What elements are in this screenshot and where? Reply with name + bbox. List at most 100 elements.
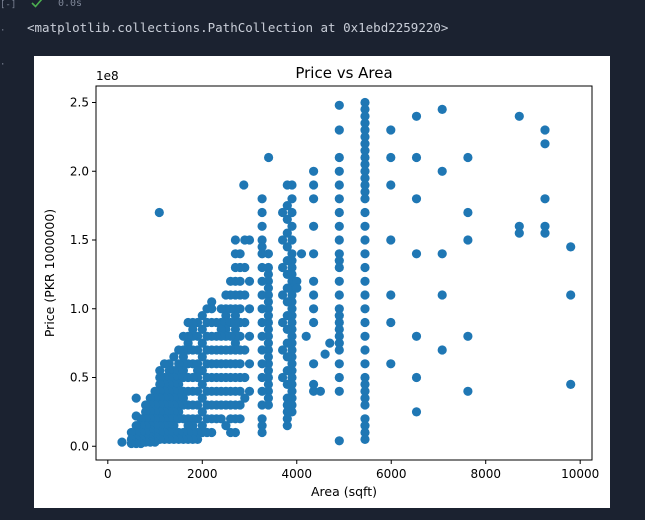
scatter-point xyxy=(202,400,212,410)
scatter-point xyxy=(463,235,473,245)
scatter-point xyxy=(197,421,207,431)
scatter-point xyxy=(263,338,273,348)
y-tick-label: 0.5 xyxy=(70,371,89,385)
scatter-point xyxy=(221,421,231,431)
y-tick-label: 1.5 xyxy=(70,233,89,247)
scatter-point xyxy=(334,194,344,204)
scatter-point xyxy=(437,249,447,259)
y-offset-label: 1e8 xyxy=(96,69,119,83)
x-axis: 0 2000 4000 6000 8000 10000 xyxy=(104,460,599,481)
scatter-point xyxy=(202,386,212,396)
scatter-point xyxy=(360,434,370,444)
scatter-point xyxy=(155,379,165,389)
scatter-point xyxy=(263,359,273,369)
scatter-point xyxy=(360,97,370,108)
output-repr-text: <matplotlib.collections.PathCollection a… xyxy=(27,20,449,35)
scatter-point xyxy=(257,290,267,300)
scatter-point xyxy=(230,338,240,348)
scatter-point xyxy=(183,317,193,328)
scatter-point xyxy=(386,180,396,190)
scatter-point xyxy=(360,194,370,204)
scatter-point xyxy=(566,290,576,300)
scatter-point xyxy=(257,331,267,341)
scatter-point xyxy=(131,393,141,403)
scatter-point xyxy=(221,290,231,300)
scatter-point xyxy=(309,317,319,328)
scatter-point xyxy=(334,436,344,446)
scatter-point xyxy=(437,290,447,300)
scatter-point xyxy=(282,407,292,417)
scatter-point xyxy=(244,331,255,341)
scatter-chart: 0 2000 4000 6000 8000 10000 0.0 0.5 1.0 1.5 2.0 2.… xyxy=(42,64,599,499)
scatter-point xyxy=(360,111,370,121)
scatter-point xyxy=(202,414,212,424)
scatter-point xyxy=(155,366,165,376)
scatter-point xyxy=(334,166,344,176)
scatter-point xyxy=(117,437,127,447)
scatter-point xyxy=(360,235,370,245)
scatter-point xyxy=(193,366,203,376)
scatter-point xyxy=(566,379,576,389)
y-tick-label: 2.0 xyxy=(70,164,89,178)
scatter-point xyxy=(386,290,396,300)
scatter-point xyxy=(437,104,447,114)
scatter-point xyxy=(360,372,370,383)
scatter-point xyxy=(287,207,297,218)
scatter-point xyxy=(263,352,273,362)
scatter-point xyxy=(257,235,267,245)
x-axis-label: Area (sqft) xyxy=(311,484,377,499)
scatter-point xyxy=(309,359,319,369)
scatter-point xyxy=(257,414,267,424)
scatter-point xyxy=(287,317,297,328)
scatter-point xyxy=(411,249,422,259)
scatter-point xyxy=(282,379,292,389)
scatter-point xyxy=(278,235,288,245)
scatter-point xyxy=(360,221,370,231)
scatter-point xyxy=(360,393,370,403)
scatter-point xyxy=(257,427,267,438)
scatter-point xyxy=(411,152,422,163)
scatter-point xyxy=(386,125,396,135)
scatter-point xyxy=(386,152,396,163)
scatter-point xyxy=(282,228,292,238)
scatter-point xyxy=(282,324,292,334)
scatter-point xyxy=(257,276,267,286)
y-axis-label: Price (PKR 1000000) xyxy=(42,209,57,337)
y-tick-label: 2.5 xyxy=(70,96,89,110)
y-tick-label: 0.0 xyxy=(70,439,89,453)
scatter-point xyxy=(282,283,292,293)
scatter-point xyxy=(334,152,344,163)
scatter-point xyxy=(183,338,193,348)
points-layer xyxy=(117,97,576,449)
scatter-point xyxy=(131,411,141,421)
scatter-point xyxy=(296,249,307,259)
scatter-point xyxy=(334,317,344,328)
scatter-point xyxy=(287,372,297,383)
x-tick-label: 6000 xyxy=(376,467,407,481)
scatter-point xyxy=(216,304,226,314)
scatter-point xyxy=(178,352,188,362)
scatter-point xyxy=(334,372,344,383)
scatter-point xyxy=(540,221,550,231)
scatter-point xyxy=(309,276,319,286)
scatter-point xyxy=(334,386,344,396)
scatter-point xyxy=(282,352,292,362)
scatter-point xyxy=(257,421,267,431)
scatter-point xyxy=(360,400,370,410)
x-tick-label: 8000 xyxy=(470,467,501,481)
scatter-point xyxy=(282,180,292,190)
scatter-point xyxy=(230,262,240,273)
scatter-point xyxy=(240,235,250,245)
scatter-point xyxy=(257,372,267,383)
scatter-point xyxy=(263,331,273,341)
scatter-point xyxy=(287,359,297,369)
scatter-point xyxy=(230,324,240,334)
scatter-point xyxy=(301,331,311,341)
scatter-point xyxy=(263,297,273,307)
scatter-point xyxy=(263,290,273,300)
scatter-point xyxy=(164,366,174,376)
chart-title: Price vs Area xyxy=(295,64,392,82)
scatter-point xyxy=(287,331,297,341)
scatter-point xyxy=(202,345,212,355)
scatter-point xyxy=(287,249,297,259)
